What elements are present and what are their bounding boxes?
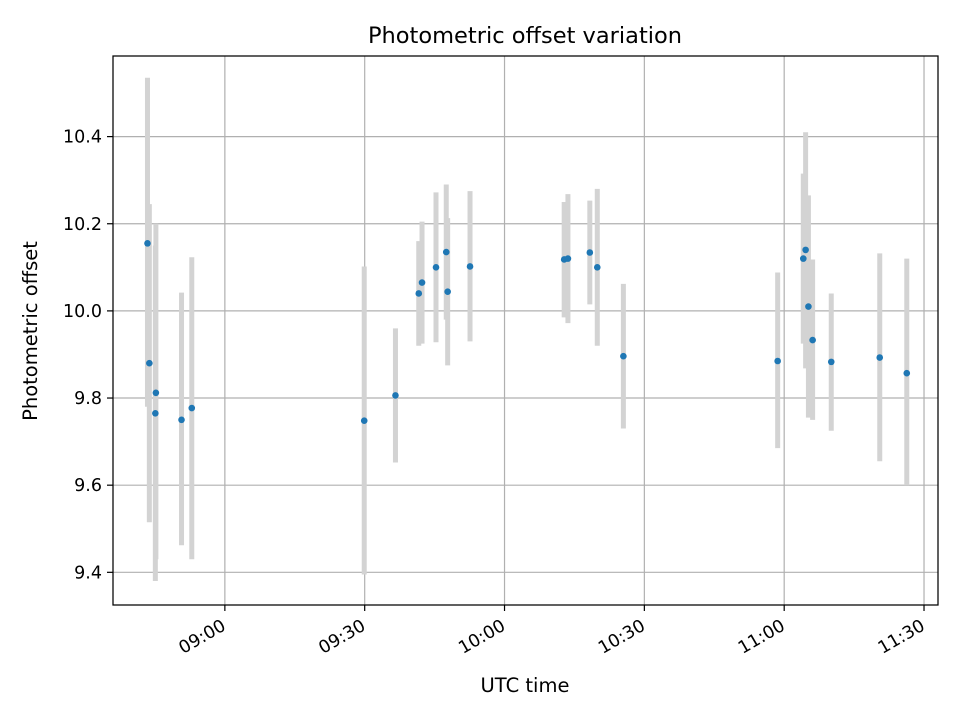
data-point xyxy=(178,416,185,424)
data-point xyxy=(144,240,151,247)
data-point xyxy=(805,303,812,310)
data-point xyxy=(152,389,160,397)
data-point xyxy=(774,357,781,365)
data-point xyxy=(444,288,451,296)
data-point xyxy=(586,249,594,256)
data-point xyxy=(809,336,816,344)
y-tick-label: 9.8 xyxy=(74,389,102,409)
y-tick-label: 9.4 xyxy=(74,563,102,583)
grid-lines xyxy=(113,56,938,605)
y-tick-label: 10.0 xyxy=(63,302,102,322)
data-point xyxy=(827,358,835,366)
data-point xyxy=(188,404,196,412)
chart-title: Photometric offset variation xyxy=(368,23,682,49)
data-point xyxy=(418,279,426,286)
data-point xyxy=(593,264,601,271)
x-axis-label: UTC time xyxy=(481,674,570,697)
data-points xyxy=(144,240,911,424)
y-axis-label: Photometric offset xyxy=(19,241,42,421)
data-point xyxy=(432,264,440,271)
data-point xyxy=(152,409,159,417)
data-point xyxy=(415,290,423,297)
data-point xyxy=(564,255,572,262)
plot-area-frame xyxy=(112,55,939,606)
y-tick-label: 10.4 xyxy=(63,128,102,148)
data-point xyxy=(466,263,474,270)
data-point xyxy=(802,246,809,254)
data-point xyxy=(620,352,627,360)
data-point xyxy=(799,255,807,262)
data-point xyxy=(392,392,399,399)
y-axis-ticks: 9.4 9.6 9.8 10.0 10.2 10.4 xyxy=(63,128,113,583)
data-point xyxy=(876,354,884,361)
data-point xyxy=(442,248,450,256)
data-point xyxy=(360,417,368,424)
y-tick-label: 9.6 xyxy=(74,476,102,496)
data-point xyxy=(146,359,153,367)
data-point xyxy=(903,369,911,377)
y-tick-label: 10.2 xyxy=(63,215,102,235)
